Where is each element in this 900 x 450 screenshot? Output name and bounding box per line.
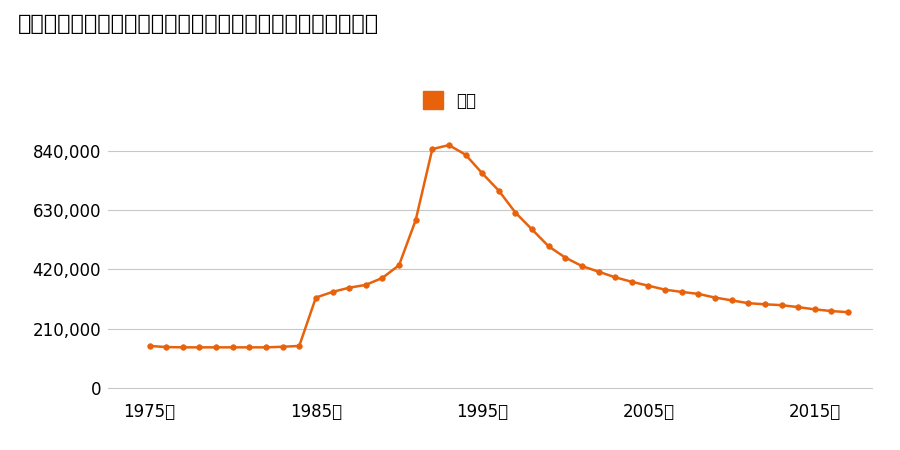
Text: 鹿児島県鹿児島市下荒田町１１番ほか４筆の一部の地価推移: 鹿児島県鹿児島市下荒田町１１番ほか４筆の一部の地価推移 (18, 14, 379, 33)
Legend: 価格: 価格 (417, 85, 483, 117)
